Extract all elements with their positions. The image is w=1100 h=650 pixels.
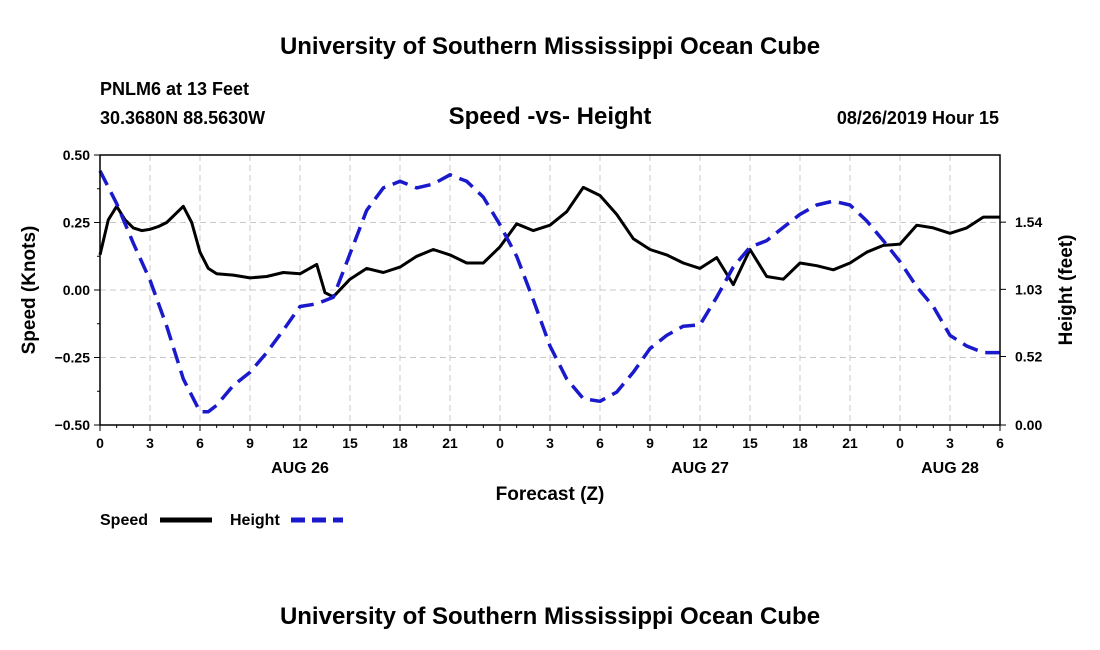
header-title: University of Southern Mississippi Ocean… (280, 33, 820, 60)
y-axis-left-label: Speed (Knots) (19, 226, 40, 355)
y-right-tick-label: 1.54 (1015, 214, 1042, 230)
y-right-tick-label: 1.03 (1015, 281, 1042, 297)
date-label: AUG 27 (671, 460, 729, 477)
series-line-speed (98, 185, 1000, 299)
x-tick-label: 18 (792, 435, 808, 451)
footer-title: University of Southern Mississippi Ocean… (280, 603, 820, 630)
y-right-tick-label: 0.00 (1015, 417, 1042, 433)
x-tick-label: 6 (996, 435, 1004, 451)
legend-speed-label: Speed (100, 512, 148, 529)
series-layer (98, 170, 1000, 414)
x-tick-label: 21 (442, 435, 458, 451)
coords-label: 30.3680N 88.5630W (100, 108, 265, 128)
axis-ticks: 0 3 6 9 12 15 18 21 0 3 6 9 12 15 18 21 0 3 6 AUG 26 AUG 27 A… (55, 147, 1043, 477)
x-tick-label: 0 (896, 435, 904, 451)
x-tick-label: 6 (596, 435, 604, 451)
x-tick-label: 15 (742, 435, 758, 451)
datetime-label: 08/26/2019 Hour 15 (837, 108, 999, 128)
grid-lines (100, 155, 1000, 425)
y-left-tick-label: 0.00 (63, 282, 90, 298)
x-tick-label: 18 (392, 435, 408, 451)
y-right-tick-label: 0.52 (1015, 349, 1042, 365)
x-tick-label: 0 (96, 435, 104, 451)
x-axis-label: Forecast (Z) (496, 484, 605, 505)
date-label: AUG 28 (921, 460, 979, 477)
y-left-tick-label: −0.25 (55, 350, 91, 366)
x-tick-label: 3 (946, 435, 954, 451)
x-tick-label: 9 (646, 435, 654, 451)
x-tick-label: 21 (842, 435, 858, 451)
x-tick-label: 3 (546, 435, 554, 451)
legend-height-label: Height (230, 512, 280, 529)
x-tick-label: 12 (292, 435, 308, 451)
y-left-tick-label: 0.25 (63, 215, 90, 231)
x-tick-label: 0 (496, 435, 504, 451)
x-tick-label: 6 (196, 435, 204, 451)
legend: Speed Height (100, 512, 343, 529)
y-left-tick-label: −0.50 (55, 417, 91, 433)
series-line-height (98, 170, 1000, 414)
x-tick-label: 3 (146, 435, 154, 451)
x-tick-label: 9 (246, 435, 254, 451)
chart-title: Speed -vs- Height (449, 103, 652, 130)
x-tick-label: 15 (342, 435, 358, 451)
y-left-tick-label: 0.50 (63, 147, 90, 163)
station-label: PNLM6 at 13 Feet (100, 79, 249, 99)
date-label: AUG 26 (271, 460, 329, 477)
y-axis-right-label: Height (feet) (1056, 235, 1077, 346)
x-tick-label: 12 (692, 435, 708, 451)
